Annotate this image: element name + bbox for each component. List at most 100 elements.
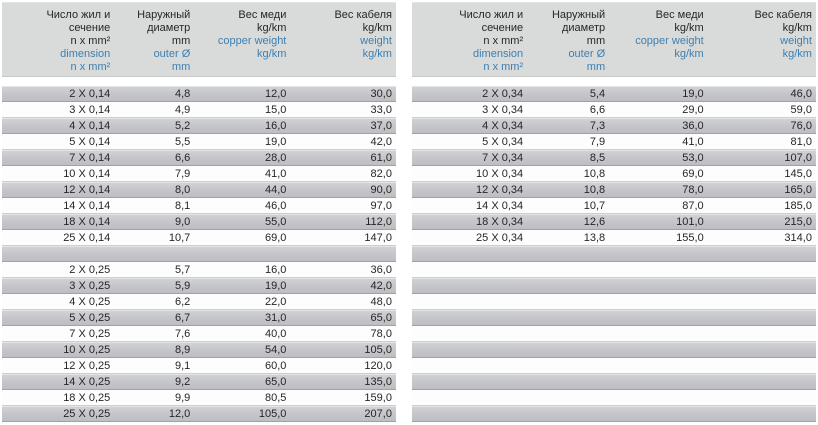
- header-line-en: outer Ø: [153, 48, 191, 60]
- cell-cable-weight: [708, 310, 816, 326]
- cell-dimension: 5 X 0,34: [482, 136, 524, 148]
- header-column-3: Вес кабеля kg/km weight kg/km: [290, 9, 396, 77]
- header-line-ru: диаметр: [147, 22, 191, 34]
- cell-cable-weight: 61,0: [370, 152, 392, 164]
- cell-cable-weight: 36,0: [370, 264, 392, 276]
- header-line-en: kg/km: [362, 48, 392, 60]
- cell-cable-weight: [290, 246, 396, 262]
- table-body: 2 X 0,34 5,4 19,0 46,0 3 X 0,34 6,6 29,0 59,0 4 …: [412, 86, 816, 422]
- cell-dimension: 4 X 0,14: [69, 120, 111, 132]
- cell-dimension: 2 X 0,34: [482, 88, 524, 100]
- table-row: 7 X 0,25 7,6 40,0 78,0: [2, 326, 396, 342]
- cell-dimension: 5 X 0,25: [69, 312, 111, 324]
- table-header: Число жил и сечение n x mm² dimension n x mm…: [2, 2, 396, 77]
- header-column-0: Число жил и сечение n x mm² dimension n x mm…: [2, 9, 114, 77]
- table-row: 10 X 0,34 10,8 69,0 145,0: [412, 166, 816, 182]
- cell-copper-weight: 54,0: [264, 344, 287, 356]
- table-row-empty: [412, 358, 816, 374]
- cell-outer-diameter: 10,8: [583, 168, 606, 180]
- cell-cable-weight: 120,0: [364, 360, 392, 372]
- cell-dimension: 14 X 0,14: [63, 200, 111, 212]
- cell-dimension: 18 X 0,34: [476, 216, 524, 228]
- table-row: 5 X 0,14 5,5 19,0 42,0: [2, 134, 396, 150]
- cell-cable-weight: 107,0: [784, 152, 812, 164]
- cell-copper-weight: 87,0: [682, 200, 704, 212]
- table-row-empty: [412, 326, 816, 342]
- cell-copper-weight: 78,0: [682, 184, 704, 196]
- cell-cable-weight: [708, 406, 816, 422]
- cell-outer-diameter: 12,6: [583, 216, 606, 228]
- cell-copper-weight: [609, 374, 708, 390]
- table-row: 18 X 0,34 12,6 101,0 215,0: [412, 214, 816, 230]
- header-line-ru: Число жил и: [459, 9, 524, 21]
- cable-spec-table-right: Число жил и сечение n x mm² dimension n x mm…: [412, 2, 816, 422]
- cell-dimension: [412, 390, 527, 406]
- header-line-ru: mm: [586, 35, 606, 47]
- cell-copper-weight: 31,0: [264, 312, 287, 324]
- header-line-ru: Наружный: [551, 9, 606, 21]
- header-column-2: Вес меди kg/km copper weight kg/km: [194, 9, 290, 77]
- cell-dimension: 12 X 0,14: [63, 184, 111, 196]
- cell-dimension: 7 X 0,25: [69, 328, 111, 340]
- cell-outer-diameter: [527, 326, 609, 342]
- cell-copper-weight: 36,0: [682, 120, 704, 132]
- cell-dimension: [412, 246, 527, 262]
- cell-copper-weight: 12,0: [264, 88, 287, 100]
- cell-dimension: [412, 310, 527, 326]
- cell-outer-diameter: 13,8: [583, 232, 606, 244]
- header-line-ru: Наружный: [137, 9, 191, 21]
- cell-cable-weight: 48,0: [370, 296, 392, 308]
- table-row: 3 X 0,34 6,6 29,0 59,0: [412, 102, 816, 118]
- table-row-empty: [412, 406, 816, 422]
- cell-copper-weight: 19,0: [264, 136, 287, 148]
- cell-outer-diameter: 9,1: [174, 360, 191, 372]
- cell-outer-diameter: [527, 374, 609, 390]
- header-line-ru: kg/km: [362, 22, 392, 34]
- cell-outer-diameter: 5,4: [589, 88, 606, 100]
- cell-dimension: 18 X 0,25: [63, 392, 111, 404]
- cell-dimension: 7 X 0,34: [482, 152, 524, 164]
- cell-outer-diameter: 4,8: [174, 88, 191, 100]
- table-body: 2 X 0,14 4,8 12,0 30,0 3 X 0,14 4,9 15,0 33,0 4 …: [2, 86, 396, 422]
- cell-copper-weight: 80,5: [264, 392, 287, 404]
- cell-outer-diameter: [527, 278, 609, 294]
- header-line-ru: Вес меди: [238, 9, 287, 21]
- cell-cable-weight: [708, 374, 816, 390]
- table-row-empty: [412, 246, 816, 262]
- cell-cable-weight: 90,0: [370, 184, 392, 196]
- cell-outer-diameter: 9,0: [174, 216, 191, 228]
- cell-dimension: 14 X 0,34: [476, 200, 524, 212]
- cell-cable-weight: 185,0: [784, 200, 812, 212]
- cell-outer-diameter: 7,9: [589, 136, 606, 148]
- cell-copper-weight: 41,0: [264, 168, 287, 180]
- cell-outer-diameter: 7,6: [174, 328, 191, 340]
- header-line-en: weight: [780, 35, 812, 47]
- cell-cable-weight: 105,0: [364, 344, 392, 356]
- cell-cable-weight: 165,0: [784, 184, 812, 196]
- table-row: 3 X 0,25 5,9 19,0 42,0: [2, 278, 396, 294]
- cell-cable-weight: [708, 278, 816, 294]
- table-row-empty: [412, 374, 816, 390]
- cell-dimension: 7 X 0,14: [69, 152, 111, 164]
- table-row: 7 X 0,34 8,5 53,0 107,0: [412, 150, 816, 166]
- cell-copper-weight: 65,0: [264, 376, 287, 388]
- cell-outer-diameter: [527, 390, 609, 406]
- cell-outer-diameter: 8,1: [174, 200, 191, 212]
- cell-cable-weight: 112,0: [365, 216, 392, 228]
- cell-copper-weight: [609, 390, 708, 406]
- cell-copper-weight: [609, 278, 708, 294]
- cell-dimension: [412, 294, 527, 310]
- table-row: 25 X 0,34 13,8 155,0 314,0: [412, 230, 816, 246]
- cell-outer-diameter: 6,6: [589, 104, 606, 116]
- cell-dimension: 3 X 0,25: [69, 280, 111, 292]
- header-line-ru: сечение: [68, 22, 111, 34]
- header-line-ru: n x mm²: [483, 35, 524, 47]
- cell-copper-weight: 60,0: [264, 360, 287, 372]
- cell-copper-weight: 69,0: [264, 232, 287, 244]
- cell-outer-diameter: 10,8: [583, 184, 606, 196]
- cable-spec-table-left: Число жил и сечение n x mm² dimension n x mm…: [2, 2, 396, 422]
- cell-dimension: [412, 278, 527, 294]
- cell-outer-diameter: 9,9: [174, 392, 191, 404]
